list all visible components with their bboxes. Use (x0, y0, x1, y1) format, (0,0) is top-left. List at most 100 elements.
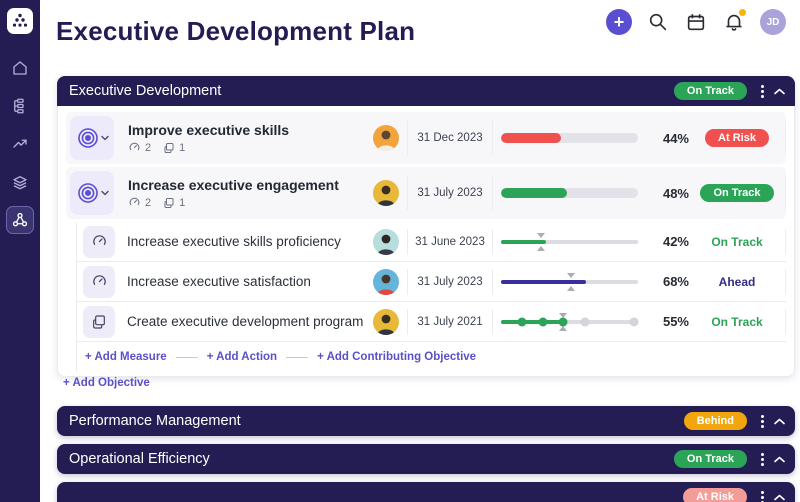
kebab-menu-icon[interactable] (761, 452, 764, 466)
measure-slider[interactable] (501, 232, 638, 251)
user-avatar[interactable]: JD (760, 9, 786, 35)
assignee-avatar (373, 308, 399, 335)
milestone-dot[interactable] (580, 317, 590, 326)
status-badge[interactable]: On Track (673, 450, 747, 468)
gauge-icon (92, 235, 106, 245)
progress-cell (493, 232, 645, 251)
progress-percent: 68% (662, 274, 689, 289)
hierarchy-icon (14, 98, 24, 114)
assignee-cell[interactable] (365, 228, 407, 255)
objective-title: Improve executive skills (128, 122, 290, 138)
calendar-button[interactable] (684, 10, 708, 34)
search-button[interactable] (646, 10, 670, 34)
due-date: 31 July 2023 (417, 275, 483, 288)
milestone-slider[interactable] (501, 312, 639, 331)
action-title: Create executive development program (127, 314, 364, 329)
action-iconbox (83, 305, 115, 338)
action-count-icon (164, 142, 174, 153)
status-badge[interactable]: Behind (683, 412, 747, 430)
assignee-avatar (373, 180, 399, 206)
add-contributing-objective-link[interactable]: + Add Contributing Objective (317, 351, 477, 363)
section-header-executive-development[interactable]: Executive Development On Track (57, 76, 795, 106)
status-cell: On Track (689, 235, 785, 249)
assignee-avatar (373, 268, 399, 295)
assignee-avatar (373, 228, 399, 255)
status-cell: On Track (689, 315, 785, 329)
sidebar-item-network[interactable] (6, 206, 34, 234)
collapse-chevron-icon[interactable] (774, 494, 785, 501)
chevron-down-icon (100, 135, 109, 141)
bell-icon (726, 14, 742, 31)
measure-count-icon (129, 197, 140, 206)
collapse-chevron-icon[interactable] (774, 456, 785, 463)
milestone-fill (501, 319, 563, 324)
calendar-icon (687, 14, 705, 31)
assignee-cell[interactable] (365, 180, 407, 206)
sidebar-item-layers[interactable] (6, 168, 34, 196)
notification-dot (738, 8, 747, 17)
collapse-chevron-icon[interactable] (774, 418, 785, 425)
status-cell: At Risk (689, 129, 785, 147)
add-objective-link[interactable]: + Add Objective (63, 377, 150, 389)
measure-iconbox (83, 225, 115, 258)
section-operational-efficiency[interactable]: Operational Efficiency On Track (57, 444, 795, 474)
action-count: 1 (179, 141, 186, 154)
sidebar-item-home[interactable] (6, 54, 34, 82)
measure-row[interactable]: Increase executive skills proficiency 31… (77, 222, 786, 262)
measure-count: 2 (145, 141, 152, 154)
objective-meta: 2 1 (128, 196, 365, 209)
objective-expand-control[interactable] (70, 116, 114, 160)
milestone-dot[interactable] (558, 317, 568, 326)
status-badge[interactable]: On Track (673, 82, 747, 100)
assignee-cell[interactable] (365, 268, 407, 295)
measure-row[interactable]: Increase executive satisfaction 31 July … (77, 262, 786, 302)
status-text: On Track (711, 234, 763, 249)
target-icon (77, 128, 98, 148)
status-text: On Track (711, 314, 763, 329)
add-button[interactable]: + (606, 9, 632, 35)
link-divider (286, 356, 309, 358)
add-measure-link[interactable]: + Add Measure (85, 351, 167, 363)
action-row[interactable]: Create executive development program 31 … (77, 302, 786, 342)
notifications-button[interactable] (722, 8, 747, 34)
home-icon (13, 61, 27, 75)
sidebar-item-hierarchy[interactable] (6, 92, 34, 120)
contributing-items: Increase executive skills proficiency 31… (76, 222, 786, 372)
pages-icon (93, 314, 105, 329)
measure-count-icon (129, 142, 140, 151)
kebab-menu-icon[interactable] (761, 414, 764, 428)
section-title: Performance Management (69, 413, 241, 429)
person-icon (377, 274, 395, 295)
section-title: Executive Development (69, 83, 222, 99)
due-date: 31 July 2021 (417, 315, 483, 328)
topbar-actions: + JD (606, 8, 786, 35)
add-action-link[interactable]: + Add Action (206, 351, 278, 363)
milestone-dot[interactable] (538, 317, 548, 326)
milestone-dot[interactable] (629, 317, 639, 326)
measure-slider[interactable] (501, 272, 638, 291)
status-badge[interactable]: On Track (700, 184, 774, 202)
app-logo[interactable] (7, 8, 33, 34)
assignee-cell[interactable] (365, 308, 407, 335)
collapse-chevron-icon[interactable] (774, 88, 785, 95)
objective-meta: 2 1 (128, 141, 365, 154)
person-icon (377, 314, 395, 335)
measure-title: Increase executive satisfaction (127, 274, 311, 289)
person-icon (377, 234, 395, 255)
section-performance-management[interactable]: Performance Management Behind (57, 406, 795, 436)
status-badge[interactable]: At Risk (683, 488, 747, 502)
measure-count: 2 (145, 196, 152, 209)
objective-row[interactable]: Improve executive skills 2 1 (66, 112, 786, 164)
objective-expand-control[interactable] (70, 171, 114, 215)
objective-row[interactable]: Increase executive engagement 2 1 (66, 167, 786, 219)
section-title: Operational Efficiency (69, 451, 210, 467)
milestone-dot[interactable] (517, 317, 527, 326)
assignee-avatar (373, 125, 399, 151)
assignee-cell[interactable] (365, 125, 407, 151)
kebab-menu-icon[interactable] (761, 490, 764, 502)
sidebar-item-trend[interactable] (6, 130, 34, 158)
section-partial[interactable]: At Risk (57, 482, 795, 502)
kebab-menu-icon[interactable] (761, 84, 764, 98)
status-badge[interactable]: At Risk (705, 129, 769, 147)
chevron-down-icon (100, 190, 109, 196)
